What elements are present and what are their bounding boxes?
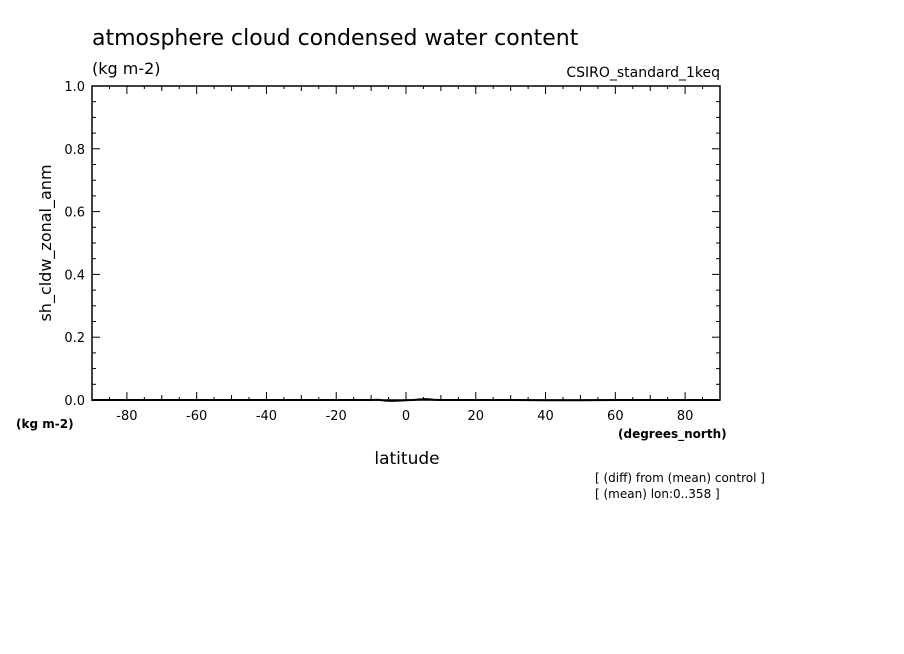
series-layer [92,398,720,402]
y-tick-label: 0.4 [64,268,85,283]
x-tick-label: -40 [256,409,277,424]
x-tick-label: 0 [402,409,410,424]
axis-ticks [91,85,721,401]
y-axis-units: (kg m-2) [16,417,74,431]
y-tick-label: 0.0 [64,394,85,409]
x-tick-label: -20 [326,409,347,424]
chart-title: atmosphere cloud condensed water content [92,26,579,51]
x-tick-label: -60 [186,409,207,424]
y-tick-label: 0.8 [64,143,85,158]
plot-frame [91,85,721,401]
note-diff-from-control: [ (diff) from (mean) control ] [595,471,765,485]
y-axis-label: sh_cldw_zonal_anm [36,164,56,321]
x-axis-units: (degrees_north) [618,427,727,442]
x-tick-label: 40 [537,409,554,424]
run-label: CSIRO_standard_1keq [566,65,720,81]
y-tick-labels: 0.0 0.2 0.4 0.6 0.8 1.0 [64,80,85,409]
chart-title-units: (kg m-2) [92,59,161,78]
series-line [92,398,720,402]
y-tick-label: 0.6 [64,206,85,221]
x-axis-label: latitude [374,449,439,469]
x-tick-label: -80 [116,409,137,424]
y-tick-label: 1.0 [64,80,85,95]
x-tick-label: 20 [468,409,485,424]
x-tick-labels: -80 -60 -40 -20 0 20 40 60 80 [116,409,693,424]
x-tick-label: 60 [607,409,624,424]
y-tick-label: 0.2 [64,331,85,346]
x-tick-label: 80 [677,409,694,424]
note-mean-lon: [ (mean) lon:0..358 ] [595,487,720,501]
